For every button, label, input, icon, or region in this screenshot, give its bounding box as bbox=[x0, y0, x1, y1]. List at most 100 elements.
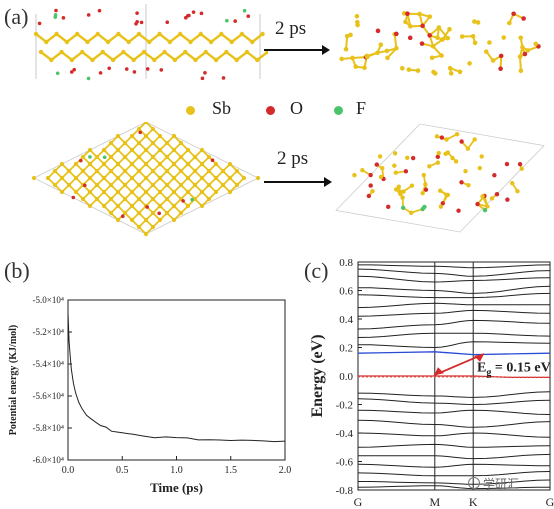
sb-atom bbox=[75, 31, 80, 37]
sb-atom bbox=[33, 31, 39, 37]
kpoint-label: G bbox=[546, 495, 554, 509]
sb-atom bbox=[150, 126, 156, 132]
o-atom bbox=[191, 10, 196, 14]
atom bbox=[456, 208, 461, 213]
arrow-label-bottom: 2 ps bbox=[277, 148, 309, 169]
sb-atom bbox=[143, 161, 149, 167]
sb-atom bbox=[255, 175, 261, 181]
sb-atom bbox=[129, 147, 135, 153]
sb-atom bbox=[129, 133, 135, 139]
conduction-band bbox=[357, 351, 551, 356]
atom bbox=[420, 190, 425, 196]
atom bbox=[438, 204, 444, 209]
sb-atom bbox=[244, 49, 250, 55]
sb-atom bbox=[108, 140, 114, 146]
band-line bbox=[357, 302, 550, 309]
sb-atom bbox=[220, 182, 226, 188]
atom bbox=[447, 65, 453, 71]
atom bbox=[375, 50, 380, 56]
sb-atom bbox=[203, 49, 208, 55]
sb-atom bbox=[178, 182, 184, 188]
atom bbox=[438, 188, 443, 193]
sb-atom bbox=[157, 147, 163, 153]
atom bbox=[400, 195, 405, 200]
sb-atom bbox=[150, 140, 156, 146]
sb-atom bbox=[227, 175, 233, 181]
o-atom bbox=[200, 76, 205, 81]
o-atom bbox=[54, 8, 58, 13]
sb-atom bbox=[178, 154, 184, 160]
atom bbox=[519, 166, 524, 171]
atom bbox=[470, 33, 476, 39]
sb-atom bbox=[136, 210, 142, 216]
energy-series-line bbox=[67, 312, 286, 443]
atom bbox=[475, 201, 480, 207]
cell-outline bbox=[335, 123, 545, 233]
atom bbox=[504, 161, 510, 167]
atom bbox=[401, 189, 406, 194]
sb-atom bbox=[164, 168, 170, 174]
o-atom bbox=[138, 130, 143, 135]
sb-atom bbox=[157, 31, 162, 37]
legend-o: O bbox=[290, 98, 303, 118]
atom bbox=[517, 162, 523, 167]
sb-atom bbox=[143, 122, 149, 125]
sb-atom bbox=[167, 39, 173, 45]
atom bbox=[482, 207, 488, 213]
sb-atom bbox=[115, 161, 121, 167]
atom bbox=[466, 183, 471, 188]
atom bbox=[343, 46, 349, 52]
sb-atom bbox=[150, 196, 156, 202]
sb-atom bbox=[143, 147, 149, 153]
sb-atom bbox=[49, 57, 54, 63]
sb-atom bbox=[199, 175, 205, 181]
sb-atom bbox=[164, 182, 170, 188]
sb-atom bbox=[171, 147, 177, 153]
panel-label-a: (a) bbox=[4, 4, 29, 29]
o-atom bbox=[165, 20, 170, 25]
sb-atom bbox=[52, 182, 58, 188]
o-atom bbox=[135, 19, 139, 24]
atom bbox=[405, 155, 410, 161]
sb-atom bbox=[115, 147, 121, 153]
o-atom bbox=[159, 68, 164, 72]
sb-atom bbox=[178, 140, 184, 146]
sb-atom bbox=[234, 57, 239, 63]
sb-atom bbox=[121, 49, 126, 55]
o-atom bbox=[139, 20, 144, 25]
atom bbox=[377, 154, 383, 159]
sb-bond bbox=[393, 34, 398, 49]
band-line bbox=[357, 391, 551, 398]
atom bbox=[350, 55, 355, 61]
sb-atom bbox=[129, 203, 135, 209]
sb-atom bbox=[136, 31, 142, 37]
x-tick-label: 2.0 bbox=[279, 465, 292, 476]
o-atom bbox=[199, 11, 204, 16]
atom bbox=[525, 48, 531, 53]
y-axis-label: Potential energy (KJ/mol) bbox=[8, 325, 19, 436]
sb-atom bbox=[110, 57, 116, 63]
atom bbox=[448, 71, 454, 76]
band-structure-chart: G M K G 0.8 0.6 0.4 0.2 0.0 -0.2 -0.4 -0.6 -0.8 Energ… bbox=[309, 257, 554, 509]
initial-side-structure bbox=[33, 4, 268, 81]
atom bbox=[445, 192, 451, 198]
arrow-bottom bbox=[264, 177, 332, 187]
sb-atom bbox=[122, 196, 128, 202]
band-line bbox=[358, 264, 551, 269]
o-atom bbox=[210, 158, 215, 163]
x-tick-label: 0.0 bbox=[62, 465, 75, 476]
atom bbox=[459, 180, 464, 185]
watermark: 学研汇 bbox=[468, 475, 519, 492]
sb-bond bbox=[519, 56, 522, 71]
sb-atom bbox=[143, 133, 149, 139]
atom bbox=[465, 146, 471, 151]
atom bbox=[394, 187, 399, 192]
atom bbox=[378, 174, 384, 180]
sb-atom bbox=[59, 189, 65, 195]
y-tick-label: -5.4×10⁴ bbox=[33, 359, 64, 369]
o-atom bbox=[225, 18, 229, 23]
sb-atom bbox=[150, 210, 156, 216]
sb-atom bbox=[101, 147, 107, 153]
atom bbox=[368, 183, 373, 188]
atom bbox=[392, 151, 398, 156]
